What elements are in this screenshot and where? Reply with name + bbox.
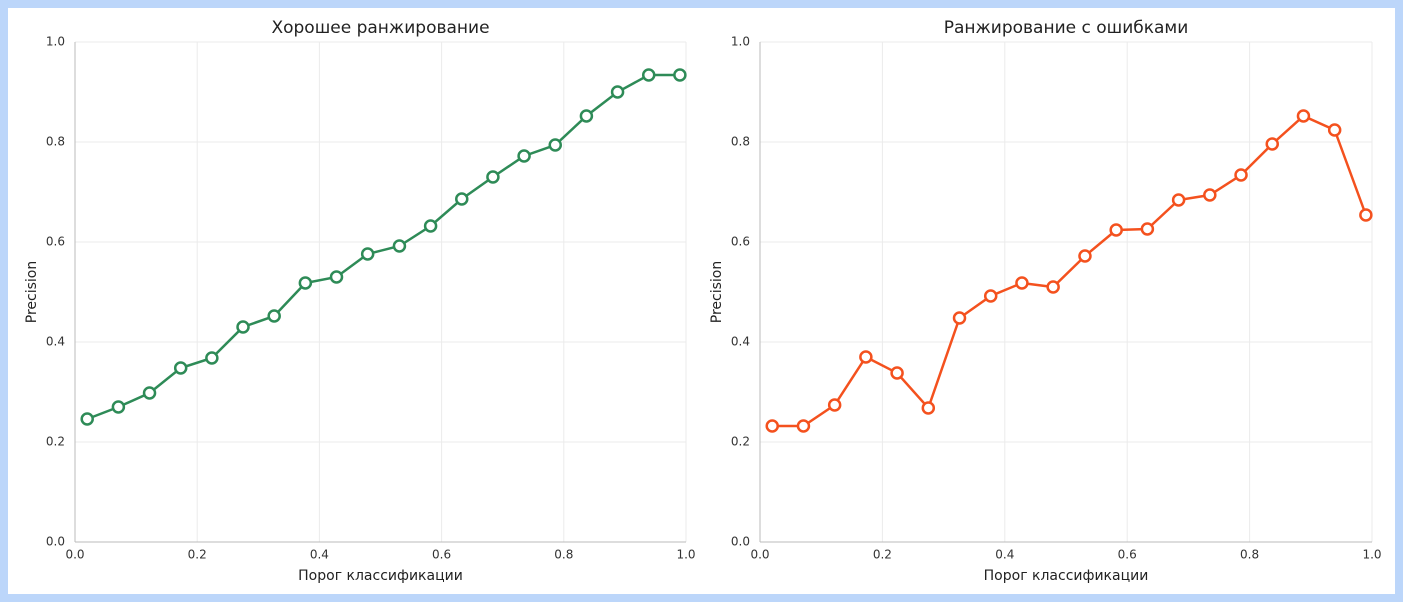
marker [859, 350, 873, 364]
marker [1015, 276, 1029, 290]
x-tick-label: 0.0 [65, 548, 84, 562]
marker [921, 401, 936, 415]
marker [765, 419, 779, 433]
y-tick-label: 0.8 [731, 135, 750, 149]
y-tick-label: 0.2 [731, 435, 750, 449]
y-tick-label: 1.0 [731, 35, 750, 49]
marker [1171, 193, 1186, 207]
marker [205, 351, 219, 365]
marker [1359, 208, 1373, 222]
marker [952, 311, 967, 325]
marker [1296, 109, 1311, 123]
x-tick-label: 0.2 [188, 548, 207, 562]
marker [1046, 280, 1060, 294]
x-axis-label: Порог классификации [984, 568, 1149, 584]
marker [1203, 188, 1217, 202]
x-tick-label: 0.8 [554, 548, 573, 562]
y-tick-label: 0.0 [46, 535, 65, 549]
marker [486, 170, 500, 184]
marker [173, 361, 188, 375]
x-tick-label: 1.0 [1362, 548, 1381, 562]
marker [1140, 222, 1155, 236]
y-axis-label: Precision [24, 261, 40, 323]
marker [1078, 249, 1092, 263]
marker [1234, 168, 1248, 182]
y-tick-label: 1.0 [46, 35, 65, 49]
x-tick-label: 0.4 [310, 548, 329, 562]
y-tick-label: 0.6 [46, 235, 65, 249]
figure-background [8, 8, 1395, 594]
marker [796, 419, 811, 433]
x-tick-label: 0.8 [1240, 548, 1259, 562]
marker [298, 276, 313, 290]
chart-title: Хорошее ранжирование [271, 18, 489, 38]
x-tick-label: 0.6 [1118, 548, 1137, 562]
marker [80, 412, 94, 426]
marker [548, 138, 562, 152]
x-tick-label: 0.0 [750, 548, 769, 562]
marker [111, 400, 126, 414]
y-tick-label: 0.4 [731, 335, 750, 349]
marker [329, 270, 344, 284]
x-tick-label: 1.0 [676, 548, 695, 562]
marker [142, 386, 157, 400]
y-tick-label: 0.6 [731, 235, 750, 249]
marker [1109, 223, 1123, 237]
x-tick-label: 0.4 [995, 548, 1014, 562]
marker [983, 289, 998, 303]
marker [517, 149, 531, 163]
marker [641, 68, 656, 82]
x-tick-label: 0.6 [432, 548, 451, 562]
marker [392, 239, 407, 253]
marker [827, 398, 842, 412]
x-tick-label: 0.2 [873, 548, 892, 562]
marker [673, 68, 687, 82]
marker [455, 192, 469, 206]
y-axis-label: Precision [709, 261, 725, 323]
marker [1265, 137, 1279, 151]
marker [579, 109, 594, 123]
y-tick-label: 0.8 [46, 135, 65, 149]
x-axis-label: Порог классификации [298, 568, 463, 584]
marker [267, 309, 281, 323]
marker [1327, 123, 1342, 137]
y-tick-label: 0.4 [46, 335, 65, 349]
marker [890, 366, 904, 380]
marker [236, 320, 250, 334]
y-tick-label: 0.2 [46, 435, 65, 449]
marker [360, 247, 375, 261]
y-tick-label: 0.0 [731, 535, 750, 549]
chart-title: Ранжирование с ошибками [944, 18, 1189, 38]
marker [610, 85, 625, 99]
marker [423, 219, 438, 233]
